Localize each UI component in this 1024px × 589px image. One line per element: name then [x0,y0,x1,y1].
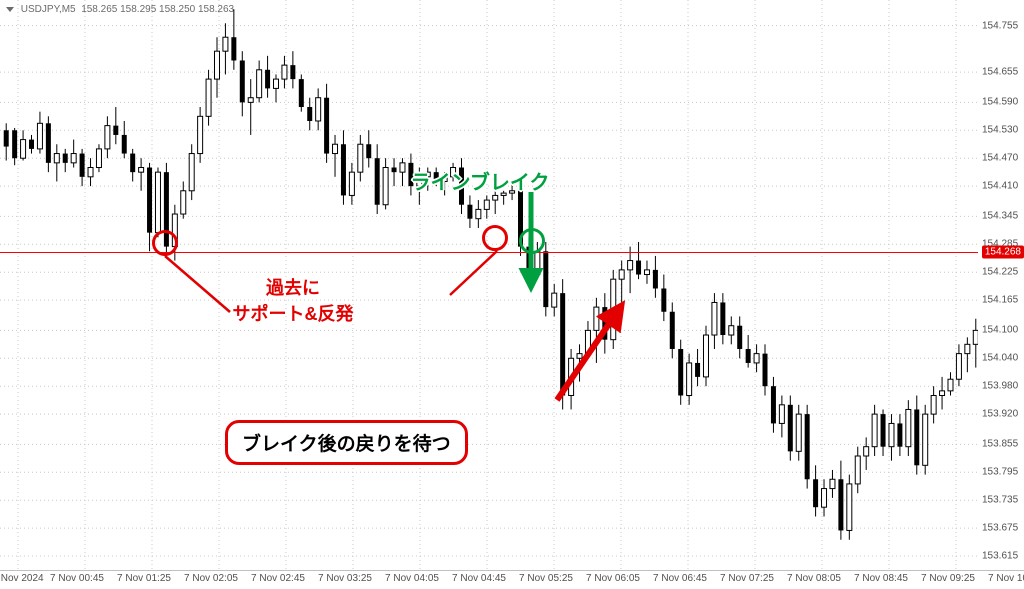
y-tick: 154.345 [978,211,1024,222]
y-tick: 154.410 [978,181,1024,192]
y-tick: 153.795 [978,467,1024,478]
x-tick: 7 Nov 09:25 [921,573,975,584]
y-tick: 154.655 [978,67,1024,78]
y-tick: 153.855 [978,439,1024,450]
circle-past-support-1 [152,230,178,256]
y-tick: 154.755 [978,20,1024,31]
x-tick: 7 Nov 06:45 [653,573,707,584]
x-tick: 7 Nov 04:45 [452,573,506,584]
x-tick: 7 Nov 08:05 [787,573,841,584]
x-tick: 7 Nov 07:25 [720,573,774,584]
y-tick: 153.675 [978,523,1024,534]
annotation-wait-pullback: ブレイク後の戻りを待つ [225,420,468,465]
x-tick: 7 Nov 10:05 [988,573,1024,584]
x-tick: 7 Nov 01:25 [117,573,171,584]
y-tick: 154.225 [978,267,1024,278]
y-tick: 154.530 [978,125,1024,136]
y-tick: 154.100 [978,325,1024,336]
x-tick: 7 Nov 2024 [0,573,44,584]
y-axis: 154.268 154.755 154.655 154.590 154.530 154.… [978,0,1024,570]
x-axis: 7 Nov 2024 7 Nov 00:45 7 Nov 01:25 7 Nov 02… [0,570,1024,589]
annotation-past-support: 過去に サポート&反発 [233,274,354,326]
x-tick: 7 Nov 08:45 [854,573,908,584]
y-tick: 154.590 [978,97,1024,108]
x-tick: 7 Nov 04:05 [385,573,439,584]
circle-past-support-2 [482,225,508,251]
candlesticks [0,0,978,570]
x-tick: 7 Nov 02:05 [184,573,238,584]
y-tick: 153.735 [978,495,1024,506]
y-tick: 153.980 [978,381,1024,392]
annotation-line-break: ラインブレイク [411,166,550,195]
chart-plot-area[interactable]: USDJPY,M5 158.265 158.295 158.250 158.26… [0,0,979,570]
x-tick: 7 Nov 05:25 [519,573,573,584]
y-tick: 153.615 [978,551,1024,562]
x-tick: 7 Nov 02:45 [251,573,305,584]
y-tick: 154.040 [978,353,1024,364]
horizontal-support-line [0,252,978,253]
circle-line-break [519,228,545,254]
y-tick: 154.470 [978,153,1024,164]
y-tick: 154.165 [978,295,1024,306]
current-price-badge: 154.268 [982,246,1024,259]
x-tick: 7 Nov 00:45 [50,573,104,584]
x-tick: 7 Nov 06:05 [586,573,640,584]
x-tick: 7 Nov 03:25 [318,573,372,584]
y-tick: 153.920 [978,409,1024,420]
